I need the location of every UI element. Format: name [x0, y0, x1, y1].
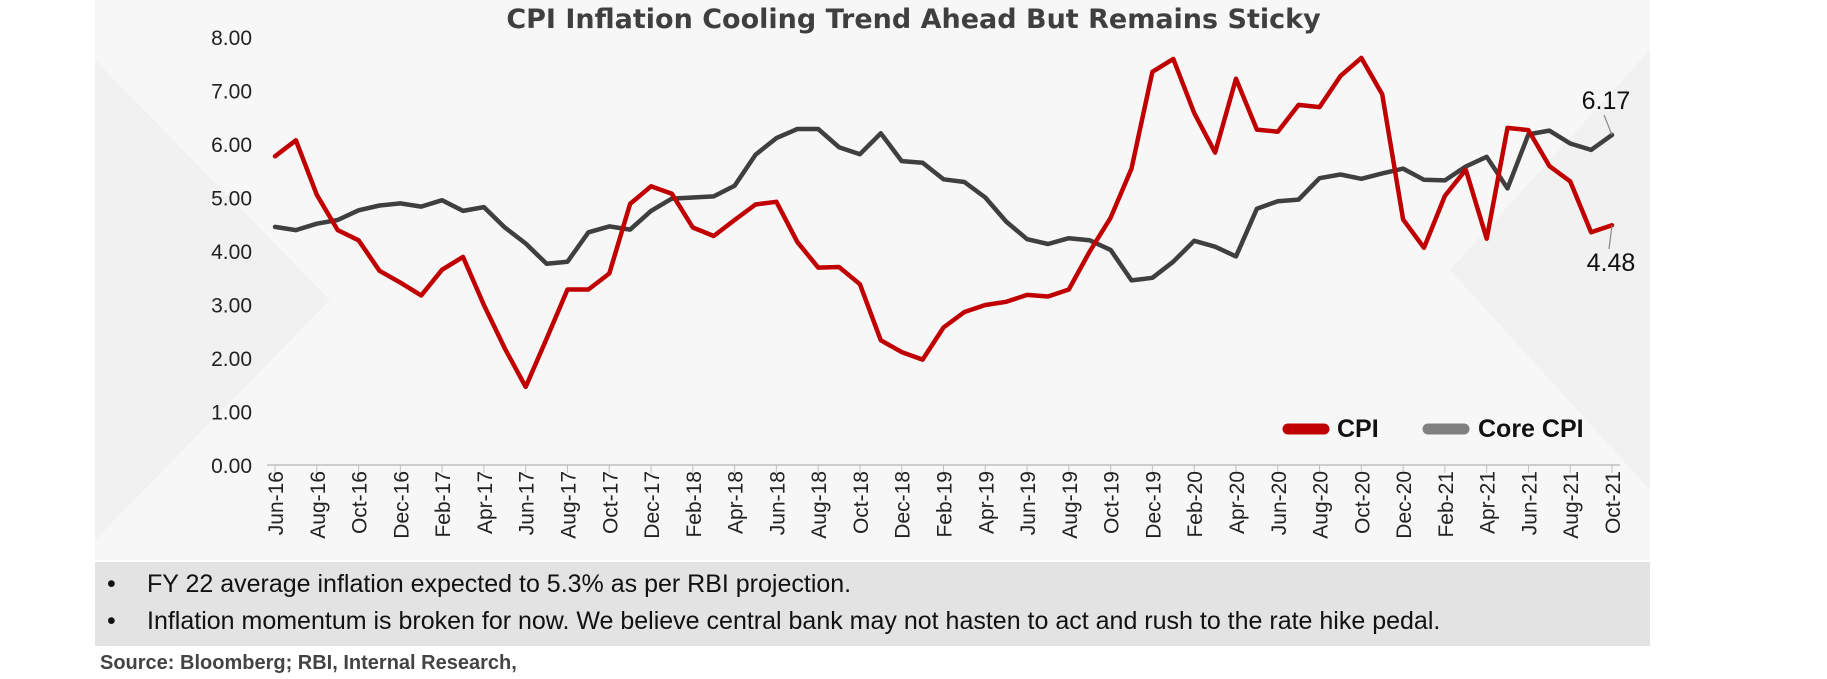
x-tick-label: Aug-19: [1059, 471, 1082, 539]
x-tick-label: Jun-18: [766, 471, 789, 535]
x-tick-label: Jun-17: [516, 471, 539, 535]
x-tick-label: Oct-19: [1101, 471, 1124, 534]
y-tick-label: 8.00: [211, 27, 252, 50]
y-tick-label: 4.00: [211, 241, 252, 264]
x-tick-label: Dec-20: [1393, 471, 1416, 539]
x-tick-label: Aug-18: [808, 471, 831, 539]
background-diamonds: [95, 50, 1650, 540]
source-note: Source: Bloomberg; RBI, Internal Researc…: [100, 652, 517, 674]
x-tick-label: Feb-20: [1184, 471, 1207, 538]
x-tick-label: Oct-16: [349, 471, 372, 534]
x-tick-label: Dec-16: [390, 471, 413, 539]
annotation-leader: [1603, 114, 1613, 136]
x-tick-label: Aug-16: [307, 471, 330, 539]
notes-box: • FY 22 average inflation expected to 5.3…: [95, 562, 1650, 646]
x-tick-label: Feb-19: [934, 471, 957, 538]
chart-title: CPI Inflation Cooling Trend Ahead But Re…: [506, 4, 1321, 35]
y-tick-label: 5.00: [211, 188, 252, 211]
x-tick-label: Oct-21: [1602, 471, 1625, 534]
x-tick-label: Apr-17: [474, 471, 497, 534]
y-tick-label: 1.00: [211, 402, 252, 425]
annotation-label: 4.48: [1587, 249, 1636, 277]
x-tick-label: Oct-18: [850, 471, 873, 534]
y-tick-label: 6.00: [211, 134, 252, 157]
x-tick-label: Feb-18: [683, 471, 706, 538]
x-tick-label: Apr-19: [975, 471, 998, 534]
x-tick-label: Aug-21: [1560, 471, 1583, 539]
x-tick-label: Jun-21: [1518, 471, 1541, 535]
core-cpi-line: [272, 126, 1615, 283]
x-tick-label: Dec-19: [1142, 471, 1165, 539]
line-chart: 0.00 1.00 2.00 3.00 4.00 5.00 6.00 7.00 8.00 Jun…: [95, 27, 1650, 540]
x-tick-label: Apr-18: [725, 471, 748, 534]
annotation-label: 6.17: [1582, 87, 1631, 115]
y-tick-label: 7.00: [211, 81, 252, 104]
note-item: • FY 22 average inflation expected to 5.3…: [107, 570, 851, 599]
x-tick-label: Jun-19: [1017, 471, 1040, 535]
y-tick-label: 0.00: [211, 455, 252, 478]
cpi-line: [272, 55, 1615, 390]
chart-panel: [95, 0, 1650, 560]
x-tick-label: Jun-20: [1268, 471, 1291, 535]
x-tick-label: Aug-17: [557, 471, 580, 539]
x-tick-label: Oct-20: [1351, 471, 1374, 534]
annotation-leader: [1608, 225, 1613, 250]
note-item: • Inflation momentum is broken for now. W…: [107, 607, 1440, 636]
x-tick-label: Feb-21: [1435, 471, 1458, 538]
x-tick-label: Dec-18: [892, 471, 915, 539]
x-tick-label: Oct-17: [599, 471, 622, 534]
y-tick-label: 2.00: [211, 348, 252, 371]
x-tick-label: Jun-16: [265, 471, 288, 535]
legend-label: CPI: [1337, 415, 1379, 443]
bullet: •: [107, 607, 116, 635]
x-tick-label: Aug-20: [1310, 471, 1333, 539]
x-tick-label: Feb-17: [432, 471, 455, 538]
note-text: FY 22 average inflation expected to 5.3%…: [147, 570, 852, 598]
legend-label: Core CPI: [1478, 415, 1584, 443]
x-tick-label: Apr-21: [1477, 471, 1500, 534]
note-text: Inflation momentum is broken for now. We…: [147, 607, 1441, 635]
bullet: •: [107, 570, 116, 598]
y-tick-label: 3.00: [211, 295, 252, 318]
x-tick-label: Dec-17: [641, 471, 664, 539]
x-tick-label: Apr-20: [1226, 471, 1249, 534]
